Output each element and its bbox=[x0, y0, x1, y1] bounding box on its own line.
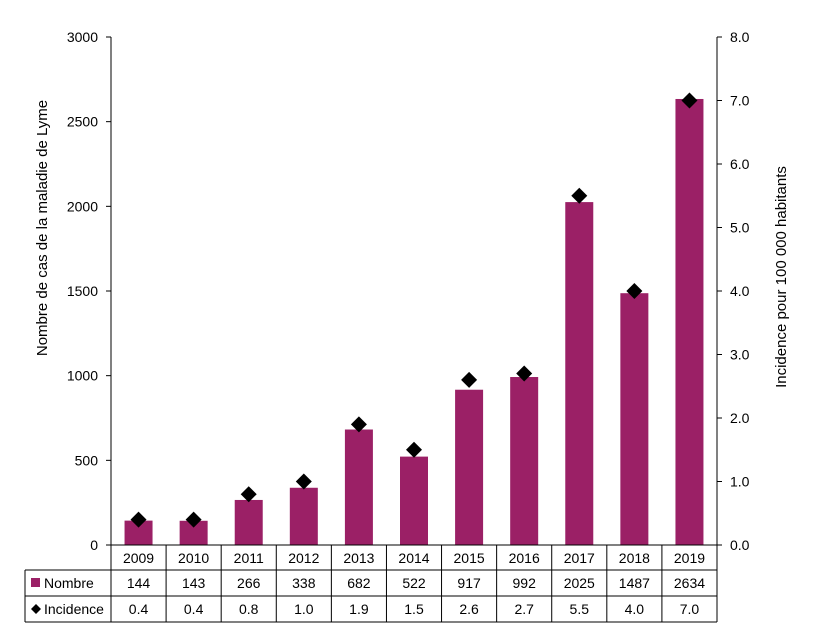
x-tick-label: 2018 bbox=[619, 550, 650, 566]
data-label-nombre: 522 bbox=[402, 575, 426, 591]
incidence-marker-2016 bbox=[516, 365, 533, 382]
incidence-marker-2013 bbox=[350, 416, 367, 433]
x-tick-label: 2014 bbox=[398, 550, 429, 566]
y2-tick-label: 0.0 bbox=[730, 537, 750, 553]
data-label-nombre: 266 bbox=[237, 575, 261, 591]
y-tick-label: 2500 bbox=[67, 114, 98, 130]
data-label-nombre: 338 bbox=[292, 575, 316, 591]
x-tick-label: 2019 bbox=[674, 550, 705, 566]
data-label-incidence: 0.8 bbox=[239, 601, 259, 617]
bar-2013 bbox=[344, 429, 373, 545]
axes-group: 0 500 1000 1500 2000 2500 3000 0.0 1.0 2.0 3.0 4.0 5… bbox=[67, 29, 750, 553]
data-table: 2009 2010 2011 2012 2013 2014 2015 2016 2017 2018… bbox=[24, 544, 718, 623]
x-tick-label: 2016 bbox=[509, 550, 540, 566]
x-tick-label: 2017 bbox=[564, 550, 595, 566]
x-tick-label: 2011 bbox=[234, 550, 264, 566]
bar-2011 bbox=[234, 499, 263, 545]
data-label-incidence: 0.4 bbox=[129, 601, 149, 617]
bar-2014 bbox=[400, 456, 428, 545]
y2-tick-label: 1.0 bbox=[730, 474, 750, 490]
legend-key-nombre bbox=[31, 578, 40, 587]
data-label-incidence: 4.0 bbox=[625, 601, 645, 617]
y2-axis-title: Incidence pour 100 000 habitants bbox=[773, 166, 790, 388]
incidence-marker-2018 bbox=[626, 283, 643, 299]
bar-2019 bbox=[675, 98, 704, 545]
y-tick-label: 1000 bbox=[67, 368, 98, 384]
data-label-nombre: 2634 bbox=[674, 575, 705, 591]
data-label-nombre: 2025 bbox=[564, 575, 595, 591]
incidence-marker-2017 bbox=[571, 187, 588, 204]
x-tick-label: 2012 bbox=[288, 550, 319, 566]
legend-key-incidence bbox=[31, 604, 41, 614]
bar-2017 bbox=[565, 202, 594, 545]
data-label-incidence: 1.9 bbox=[349, 601, 369, 617]
incidence-marker-2014 bbox=[406, 441, 422, 458]
bar-2016 bbox=[510, 377, 539, 545]
y2-tick-label: 8.0 bbox=[730, 29, 750, 45]
y-tick-label: 3000 bbox=[67, 29, 98, 45]
data-label-incidence: 0.4 bbox=[184, 601, 204, 617]
y2-tick-label: 5.0 bbox=[730, 220, 750, 236]
data-label-incidence: 2.6 bbox=[459, 601, 479, 617]
incidence-marker-2015 bbox=[461, 371, 478, 388]
y2-tick-label: 6.0 bbox=[730, 156, 750, 172]
data-label-nombre: 144 bbox=[127, 575, 151, 591]
y-tick-label: 2000 bbox=[67, 198, 98, 214]
y2-tick-label: 2.0 bbox=[730, 410, 750, 426]
y-tick-label: 500 bbox=[75, 452, 99, 468]
incidence-marker-2009 bbox=[130, 511, 147, 528]
data-label-nombre: 682 bbox=[347, 575, 371, 591]
data-label-incidence: 7.0 bbox=[680, 601, 700, 617]
incidence-marker-2012 bbox=[295, 473, 312, 490]
bar-2015 bbox=[455, 389, 484, 545]
bar-2012 bbox=[289, 487, 318, 545]
incidence-marker-2011 bbox=[240, 486, 257, 503]
data-label-incidence: 2.7 bbox=[514, 601, 534, 617]
y-tick-label: 1500 bbox=[67, 283, 98, 299]
data-label-incidence: 5.5 bbox=[570, 601, 590, 617]
bar-2018 bbox=[620, 293, 649, 545]
x-tick-label: 2009 bbox=[123, 550, 154, 566]
legend-label-incidence: Incidence bbox=[44, 601, 104, 617]
data-label-incidence: 1.0 bbox=[294, 601, 314, 617]
incidence-marker-2010 bbox=[185, 511, 202, 528]
data-label-nombre: 992 bbox=[513, 575, 537, 591]
y2-tick-label: 3.0 bbox=[730, 347, 750, 363]
y-axis-title: Nombre de cas de la maladie de Lyme bbox=[34, 100, 51, 356]
data-label-nombre: 143 bbox=[182, 575, 206, 591]
incidence-marker-2019 bbox=[681, 92, 698, 109]
bar-group bbox=[124, 98, 704, 545]
x-tick-label: 2013 bbox=[343, 550, 374, 566]
x-tick-label: 2010 bbox=[178, 550, 209, 566]
x-tick-label: 2015 bbox=[454, 550, 485, 566]
y2-tick-label: 7.0 bbox=[730, 93, 750, 109]
data-label-nombre: 1487 bbox=[619, 575, 650, 591]
y-tick-label: 0 bbox=[90, 537, 98, 553]
data-label-incidence: 1.5 bbox=[404, 601, 424, 617]
legend-label-nombre: Nombre bbox=[44, 575, 94, 591]
incidence-marker-group bbox=[130, 92, 698, 528]
y2-tick-label: 4.0 bbox=[730, 283, 750, 299]
data-label-nombre: 917 bbox=[457, 575, 481, 591]
